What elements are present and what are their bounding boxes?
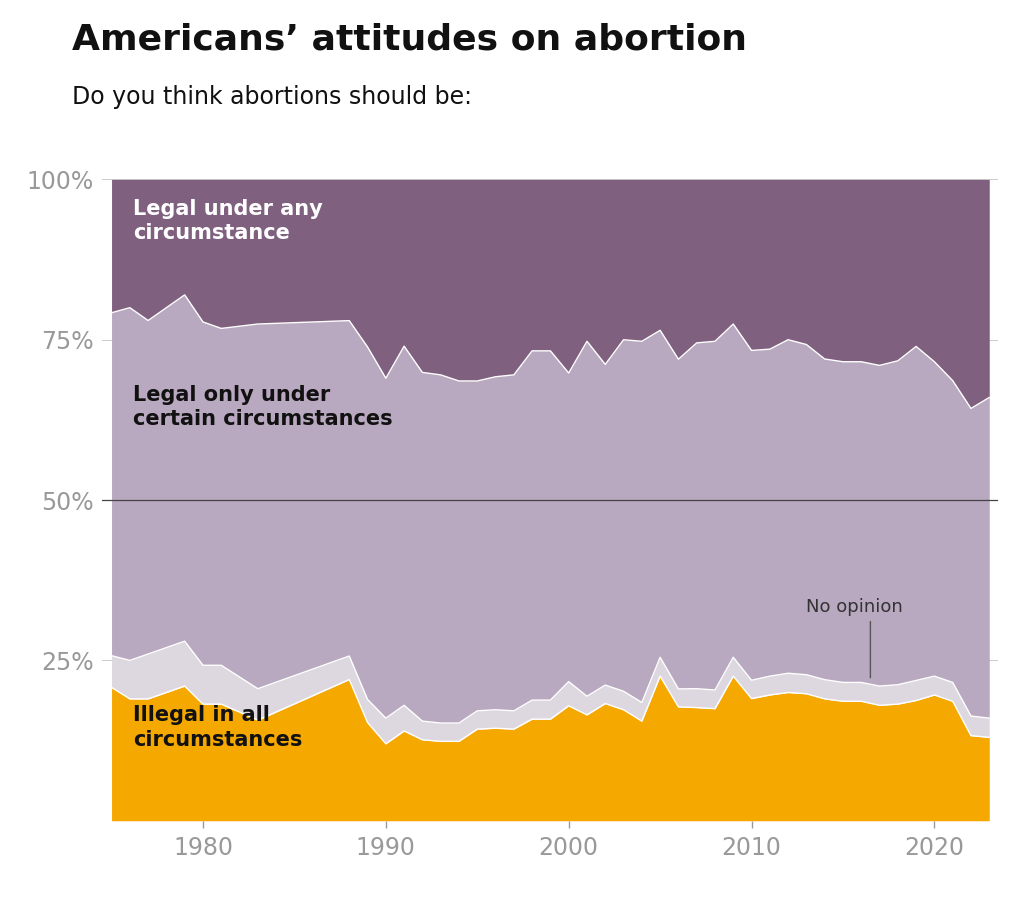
Text: Legal under any
circumstance: Legal under any circumstance — [133, 198, 324, 243]
Text: Do you think abortions should be:: Do you think abortions should be: — [72, 85, 472, 109]
Text: Illegal in all
circumstances: Illegal in all circumstances — [133, 705, 303, 750]
Text: No opinion: No opinion — [807, 597, 903, 615]
Text: Legal only under
certain circumstances: Legal only under certain circumstances — [133, 385, 393, 430]
Text: Americans’ attitudes on abortion: Americans’ attitudes on abortion — [72, 22, 746, 57]
